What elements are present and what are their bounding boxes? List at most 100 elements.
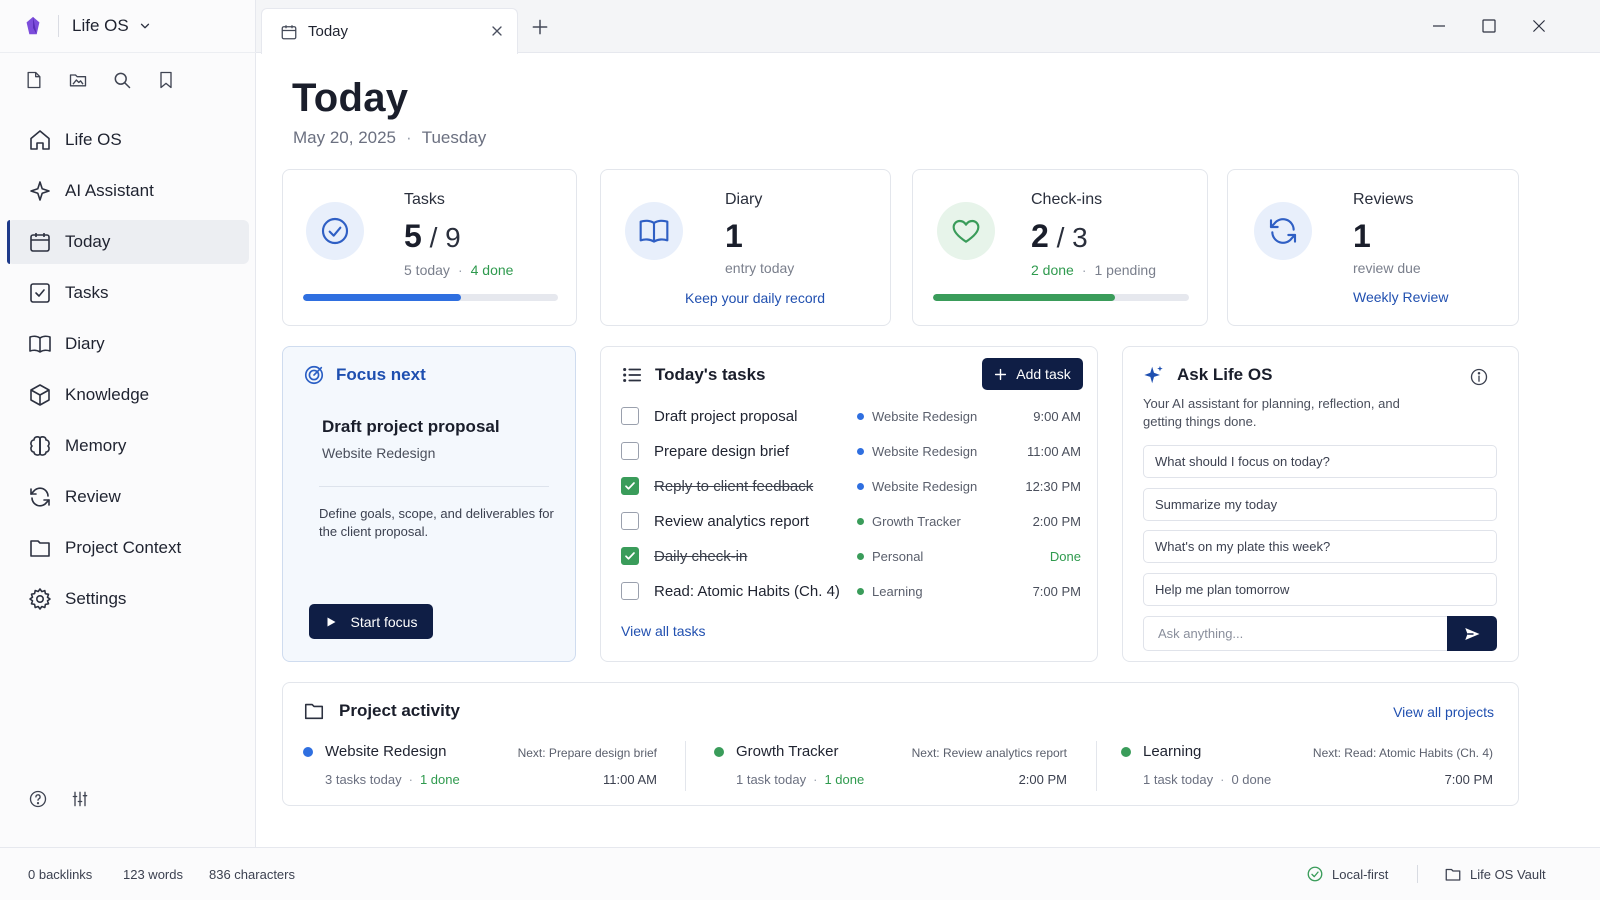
weekly-review-link[interactable]: Weekly Review bbox=[1353, 289, 1449, 305]
task-time: Done bbox=[1049, 548, 1081, 564]
project-item-learning[interactable]: Learning Next: Read: Atomic Habits (Ch. … bbox=[1121, 741, 1493, 793]
suggestion-chip[interactable]: Summarize my today bbox=[1143, 488, 1497, 521]
button-label: Start focus bbox=[350, 613, 418, 630]
focus-task-project: Website Redesign bbox=[322, 445, 436, 461]
bookmark-icon[interactable] bbox=[156, 70, 176, 90]
project-name: Learning bbox=[1121, 743, 1201, 760]
checkins-pending-text: 1 pending bbox=[1094, 262, 1157, 278]
close-window-icon[interactable] bbox=[1530, 17, 1548, 35]
sidebar-item-review[interactable]: Review bbox=[7, 475, 249, 519]
vault-icon bbox=[1445, 868, 1461, 881]
suggestion-chip[interactable]: What should I focus on today? bbox=[1143, 445, 1497, 478]
task-checkbox[interactable] bbox=[621, 442, 639, 460]
task-project: Website Redesign bbox=[857, 444, 977, 459]
heart-icon bbox=[937, 202, 995, 260]
sidebar-item-memory[interactable]: Memory bbox=[7, 424, 249, 468]
folder-icon bbox=[304, 703, 324, 720]
task-row[interactable]: Reply to client feedback Website Redesign… bbox=[621, 472, 1081, 500]
sidebar-item-label: Project Context bbox=[65, 538, 182, 557]
tasks-progress-bar bbox=[303, 294, 558, 301]
sidebar-item-ai-assistant[interactable]: AI Assistant bbox=[7, 169, 249, 213]
project-dot bbox=[857, 552, 864, 560]
task-checkbox[interactable] bbox=[621, 547, 639, 565]
local-first-label: Local-first bbox=[1332, 866, 1389, 882]
sparkle-icon bbox=[1144, 365, 1163, 384]
stat-card-diary[interactable]: Diary 1 entry today Keep your daily reco… bbox=[600, 169, 891, 326]
sidebar-footer bbox=[28, 789, 90, 809]
app-logo-icon bbox=[26, 16, 40, 35]
maximize-icon[interactable] bbox=[1480, 17, 1498, 35]
start-focus-button[interactable]: Start focus bbox=[309, 604, 433, 639]
stat-label: Reviews bbox=[1353, 191, 1414, 208]
task-project: Website Redesign bbox=[857, 479, 977, 494]
new-tab-icon[interactable] bbox=[530, 17, 550, 37]
task-checkbox[interactable] bbox=[621, 512, 639, 530]
task-project: Growth Tracker bbox=[857, 514, 961, 529]
divider bbox=[1417, 865, 1418, 883]
divider bbox=[58, 15, 59, 37]
project-done-text: 0 done bbox=[1231, 772, 1272, 787]
task-checkbox[interactable] bbox=[621, 407, 639, 425]
vault-indicator[interactable]: Life OS Vault bbox=[1444, 865, 1546, 883]
local-first-indicator[interactable]: Local-first bbox=[1306, 865, 1388, 883]
help-icon[interactable] bbox=[28, 789, 48, 809]
stat-card-checkins[interactable]: Check-ins 2 / 3 2 done · 1 pending bbox=[912, 169, 1208, 326]
sidebar-item-project-context[interactable]: Project Context bbox=[7, 526, 249, 570]
task-project-text: Growth Tracker bbox=[872, 513, 961, 529]
project-dot bbox=[857, 412, 864, 420]
minimize-icon[interactable] bbox=[1430, 17, 1448, 35]
task-row[interactable]: Prepare design brief Website Redesign 11:0… bbox=[621, 437, 1081, 465]
task-title: Review analytics report bbox=[654, 512, 810, 530]
check-circle-icon bbox=[1307, 866, 1323, 882]
sliders-icon[interactable] bbox=[70, 789, 90, 809]
list-icon bbox=[623, 367, 642, 383]
info-icon[interactable] bbox=[1469, 367, 1489, 387]
send-button[interactable] bbox=[1447, 616, 1497, 651]
suggestion-chip[interactable]: Help me plan tomorrow bbox=[1143, 573, 1497, 606]
sidebar-item-settings[interactable]: Settings bbox=[7, 577, 249, 621]
main-content: Today May 20, 2025 · Tuesday Tasks 5 / 9 5… bbox=[256, 54, 1600, 847]
sidebar-toolbar bbox=[24, 70, 176, 90]
sidebar-item-label: Life OS bbox=[65, 130, 122, 149]
project-time: 7:00 PM bbox=[1444, 772, 1493, 787]
tab-today[interactable]: Today bbox=[261, 8, 518, 54]
task-project-text: Website Redesign bbox=[872, 478, 978, 494]
sidebar-item-knowledge[interactable]: Knowledge bbox=[7, 373, 249, 417]
sidebar-item-diary[interactable]: Diary bbox=[7, 322, 249, 366]
task-checkbox[interactable] bbox=[621, 582, 639, 600]
divider bbox=[319, 486, 549, 487]
project-activity-card: Project activity View all projects Websi… bbox=[282, 682, 1519, 806]
sidebar-item-today[interactable]: Today bbox=[7, 220, 249, 264]
close-tab-icon[interactable] bbox=[489, 23, 505, 39]
stat-sub: 2 done · 1 pending bbox=[1031, 262, 1157, 278]
view-all-tasks-link[interactable]: View all tasks bbox=[621, 623, 706, 639]
ask-input[interactable] bbox=[1143, 616, 1447, 651]
sidebar-item-tasks[interactable]: Tasks bbox=[7, 271, 249, 315]
task-row[interactable]: Review analytics report Growth Tracker 2:0… bbox=[621, 507, 1081, 535]
vault-switcher[interactable]: Life OS bbox=[0, 0, 256, 53]
task-row[interactable]: Draft project proposal Website Redesign 9:… bbox=[621, 402, 1081, 430]
add-task-button[interactable]: Add task bbox=[982, 358, 1083, 390]
task-checkbox[interactable] bbox=[621, 477, 639, 495]
checkins-total-count: 3 bbox=[1072, 222, 1088, 253]
refresh-icon bbox=[1254, 202, 1312, 260]
task-row[interactable]: Read: Atomic Habits (Ch. 4) Learning 7:00 … bbox=[621, 577, 1081, 605]
project-meta: 3 tasks today · 1 done bbox=[325, 772, 460, 787]
suggestion-chip[interactable]: What's on my plate this week? bbox=[1143, 530, 1497, 563]
daily-record-link[interactable]: Keep your daily record bbox=[685, 290, 826, 306]
search-icon[interactable] bbox=[112, 70, 132, 90]
open-folder-icon[interactable] bbox=[68, 70, 88, 90]
project-item-growth-tracker[interactable]: Growth Tracker Next: Review analytics re… bbox=[714, 741, 1067, 793]
stat-card-reviews[interactable]: Reviews 1 review due Weekly Review bbox=[1227, 169, 1519, 326]
stat-card-tasks[interactable]: Tasks 5 / 9 5 today · 4 done bbox=[282, 169, 577, 326]
new-note-icon[interactable] bbox=[24, 70, 44, 90]
project-item-website-redesign[interactable]: Website Redesign Next: Prepare design br… bbox=[303, 741, 657, 793]
backlinks-count[interactable]: 0 backlinks bbox=[28, 867, 93, 882]
word-count: 123 words bbox=[123, 867, 183, 882]
task-row[interactable]: Daily check-in Personal Done bbox=[621, 542, 1081, 570]
task-project-text: Website Redesign bbox=[872, 443, 978, 459]
project-next: Next: Read: Atomic Habits (Ch. 4) bbox=[1312, 746, 1493, 760]
ask-heading: Ask Life OS bbox=[1177, 365, 1273, 384]
view-all-projects-link[interactable]: View all projects bbox=[1393, 704, 1494, 720]
sidebar-item-life-os[interactable]: Life OS bbox=[7, 118, 249, 162]
